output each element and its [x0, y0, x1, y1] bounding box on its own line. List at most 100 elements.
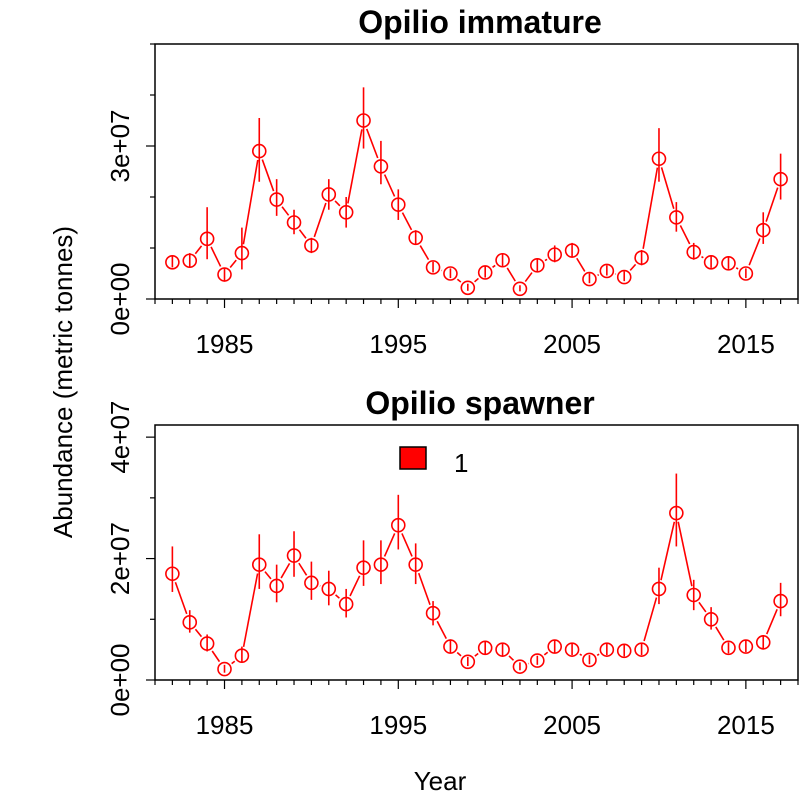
series-line-segment [436, 620, 447, 639]
y-tick-label: 0e+00 [105, 262, 135, 335]
data-point [425, 260, 441, 275]
series-line-segment [242, 573, 259, 648]
series-line-segment [261, 159, 275, 192]
data-point [338, 596, 354, 612]
x-tick-label: 1985 [196, 329, 254, 359]
x-tick-label: 2005 [543, 710, 601, 740]
plot-frame-immature [154, 43, 799, 300]
y-tick-label: 3e+07 [105, 109, 135, 182]
data-point [234, 245, 250, 261]
data-point [512, 659, 528, 674]
data-point [738, 639, 754, 654]
series-line-segment [298, 229, 307, 239]
series-spawner [165, 473, 788, 677]
data-point [512, 281, 528, 297]
x-axis-spawner: 1985 1995 2005 2015 [154, 680, 799, 740]
data-point [234, 648, 250, 664]
data-point [530, 258, 545, 273]
data-point [408, 230, 423, 246]
x-tick-label: 2015 [717, 710, 775, 740]
data-point [477, 640, 493, 656]
data-point [269, 578, 284, 594]
data-point [773, 593, 788, 609]
data-point [564, 243, 580, 258]
data-point [443, 266, 458, 281]
series-line-segment [642, 167, 659, 249]
data-point [269, 192, 284, 207]
series-line-segment [417, 572, 431, 606]
series-line-segment [660, 167, 675, 209]
series-line-segment [242, 159, 259, 245]
series-line-segment [264, 571, 272, 580]
series-line-segment [229, 259, 237, 269]
data-point [356, 113, 371, 128]
series-line-segment [597, 274, 600, 277]
x-tick-label: 2005 [543, 329, 601, 359]
y-axis-immature: 0e+00 3e+07 [105, 43, 155, 336]
data-point [651, 581, 667, 597]
data-point [721, 640, 736, 656]
series-line-segment [211, 650, 221, 663]
series-line-segment [347, 129, 363, 204]
data-point [547, 639, 563, 654]
data-point [634, 250, 649, 265]
series-line-segment [579, 653, 583, 657]
x-tick-label: 1985 [196, 710, 254, 740]
data-point [390, 197, 406, 212]
data-point [582, 652, 597, 668]
data-point [755, 222, 771, 238]
data-point [165, 254, 180, 270]
panel-title-immature: Opilio immature [358, 4, 602, 40]
data-point [321, 581, 337, 597]
series-line-segment [677, 521, 693, 587]
data-point [338, 205, 354, 220]
data-point [755, 635, 771, 650]
series-line-segment [765, 609, 778, 635]
data-point [616, 269, 632, 285]
series-line-segment [474, 277, 479, 283]
plot-frame-spawner [154, 424, 799, 681]
series-line-segment [401, 533, 413, 557]
series-line-segment [576, 257, 586, 272]
series-immature [165, 87, 788, 297]
data-point [495, 642, 510, 657]
data-point [373, 557, 389, 572]
series-line-segment [280, 562, 291, 579]
series-line-segment [643, 597, 658, 642]
legend: 1 [399, 446, 468, 478]
series-line-segment [660, 521, 676, 581]
data-point [703, 611, 719, 627]
series-line-segment [701, 255, 704, 259]
data-point [651, 151, 667, 167]
y-tick-label: 0e+00 [105, 643, 135, 716]
data-point [182, 615, 198, 630]
data-point [686, 244, 702, 260]
data-point [582, 271, 597, 287]
data-point [773, 171, 788, 187]
y-tick-label: 4e+07 [105, 401, 135, 474]
data-point [616, 643, 632, 659]
series-line-segment [313, 202, 327, 238]
data-point [460, 654, 476, 670]
panel-immature: Opilio immature 1985 1995 2005 2015 0e+00 3e… [105, 4, 799, 359]
series-line-segment [194, 245, 203, 255]
data-point [217, 267, 232, 282]
series-line-segment [596, 653, 600, 657]
series-line-segment [629, 263, 637, 271]
series-line-segment [401, 212, 413, 231]
series-line-segment [335, 594, 340, 599]
series-line-segment [506, 267, 516, 282]
series-line-segment [281, 206, 290, 216]
series-line-segment [492, 264, 496, 268]
series-line-segment [231, 660, 236, 665]
series-line-segment [334, 200, 341, 207]
data-point [251, 143, 267, 159]
series-line-segment [765, 187, 779, 222]
data-point [703, 254, 719, 270]
panel-title-spawner: Opilio spawner [365, 385, 594, 421]
series-line-segment [210, 246, 222, 267]
data-point [217, 661, 232, 677]
data-point [251, 557, 267, 572]
y-tick-label: 2e+07 [105, 522, 135, 595]
